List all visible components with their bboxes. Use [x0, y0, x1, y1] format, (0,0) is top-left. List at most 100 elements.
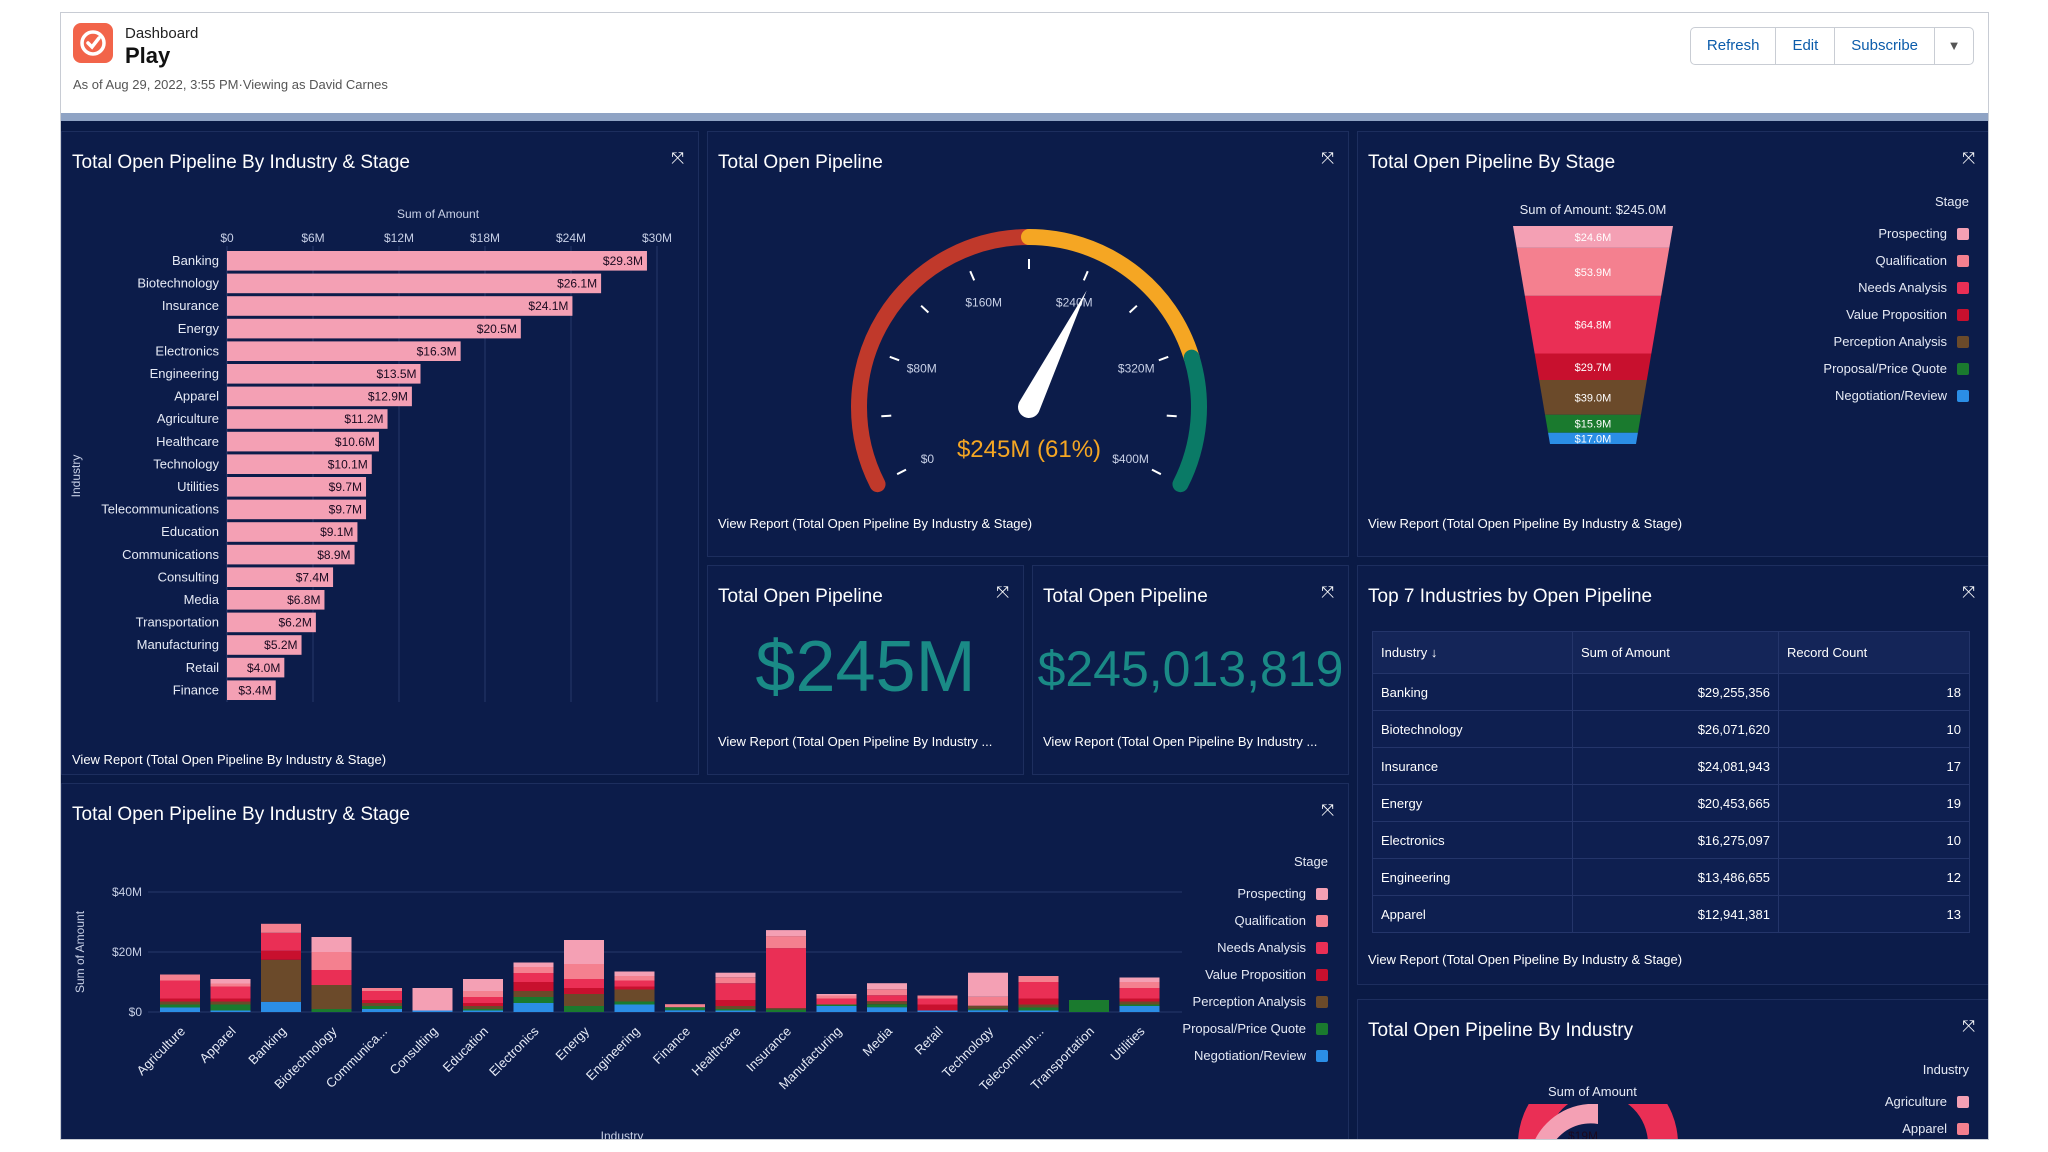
column-segment[interactable] — [968, 1005, 1008, 1009]
bar[interactable] — [227, 273, 602, 294]
table-row[interactable]: Biotechnology $26,071,620 10 — [1372, 710, 1970, 748]
column-segment[interactable] — [564, 994, 604, 1006]
column-segment[interactable] — [311, 1009, 352, 1012]
column-segment[interactable] — [412, 988, 453, 1011]
table-row[interactable]: Energy $20,453,665 19 — [1372, 784, 1970, 822]
column-segment[interactable] — [463, 1010, 503, 1013]
column-segment[interactable] — [160, 974, 200, 981]
legend-item[interactable]: Negotiation/Review — [1739, 382, 1969, 409]
column-segment[interactable] — [867, 1001, 907, 1005]
view-report-link[interactable]: View Report (Total Open Pipeline By Indu… — [1368, 516, 1683, 531]
column-segment[interactable] — [412, 1010, 453, 1013]
column-segment[interactable] — [614, 1001, 655, 1005]
legend-item[interactable]: Perception Analysis — [1068, 988, 1328, 1015]
funnel-segment[interactable] — [1539, 379, 1647, 415]
column-segment[interactable] — [665, 1004, 705, 1008]
column-segment[interactable] — [614, 989, 655, 1002]
column-segment[interactable] — [917, 1010, 958, 1013]
legend-item[interactable]: Agriculture — [1769, 1088, 1969, 1115]
bar[interactable] — [227, 364, 421, 384]
column-segment[interactable] — [160, 998, 200, 1002]
column-segment[interactable] — [311, 985, 352, 1009]
column-segment[interactable] — [715, 1000, 756, 1006]
legend-item[interactable]: Negotiation/Review — [1068, 1042, 1328, 1069]
column-segment[interactable] — [1119, 998, 1160, 1002]
column-segment[interactable] — [513, 991, 554, 997]
legend-item[interactable]: Apparel — [1769, 1115, 1969, 1139]
column-segment[interactable] — [766, 936, 806, 949]
column-segment[interactable] — [766, 948, 806, 1009]
view-report-link[interactable]: View Report (Total Open Pipeline By Indu… — [1368, 952, 1683, 967]
funnel-segment[interactable] — [1516, 247, 1670, 296]
bar[interactable] — [227, 499, 367, 520]
column-segment[interactable] — [917, 998, 958, 1005]
column-segment[interactable] — [311, 952, 352, 970]
column-header-record-count[interactable]: Record Count — [1778, 631, 1970, 674]
legend-item[interactable]: Prospecting — [1739, 220, 1969, 247]
funnel-segment[interactable] — [1524, 295, 1662, 354]
column-segment[interactable] — [1119, 977, 1160, 983]
column-segment[interactable] — [816, 998, 857, 1005]
column-segment[interactable] — [614, 980, 655, 987]
column-segment[interactable] — [513, 1003, 554, 1012]
column-segment[interactable] — [261, 923, 301, 933]
legend-item[interactable]: Needs Analysis — [1739, 274, 1969, 301]
column-segment[interactable] — [210, 1010, 251, 1013]
bar[interactable] — [227, 567, 334, 587]
column-segment[interactable] — [715, 1006, 756, 1009]
column-segment[interactable] — [564, 979, 604, 988]
column-segment[interactable] — [1119, 988, 1160, 999]
column-segment[interactable] — [261, 1001, 301, 1012]
table-row[interactable]: Engineering $13,486,655 12 — [1372, 858, 1970, 896]
expand-icon[interactable]: ⤧ — [1321, 802, 1334, 819]
column-segment[interactable] — [1018, 1010, 1059, 1013]
column-segment[interactable] — [160, 1001, 200, 1005]
view-report-link[interactable]: View Report (Total Open Pipeline By Indu… — [72, 752, 387, 767]
column-segment[interactable] — [513, 973, 554, 982]
column-segment[interactable] — [1119, 1004, 1160, 1007]
column-segment[interactable] — [968, 996, 1008, 1006]
column-segment[interactable] — [261, 950, 301, 960]
column-segment[interactable] — [665, 1007, 705, 1011]
table-row[interactable]: Banking $29,255,356 18 — [1372, 673, 1970, 711]
column-segment[interactable] — [917, 995, 958, 999]
column-segment[interactable] — [564, 940, 604, 964]
legend-item[interactable]: Proposal/Price Quote — [1068, 1015, 1328, 1042]
legend-item[interactable]: Perception Analysis — [1739, 328, 1969, 355]
table-row[interactable]: Apparel $12,941,381 13 — [1372, 895, 1970, 933]
column-segment[interactable] — [513, 962, 554, 968]
expand-icon[interactable]: ⤧ — [1962, 1018, 1975, 1035]
column-segment[interactable] — [1018, 982, 1059, 999]
column-segment[interactable] — [463, 1009, 503, 1011]
column-segment[interactable] — [968, 1010, 1008, 1012]
column-segment[interactable] — [715, 1010, 756, 1013]
column-segment[interactable] — [261, 959, 301, 1002]
column-segment[interactable] — [816, 1006, 857, 1012]
funnel-segment[interactable] — [1545, 414, 1641, 433]
expand-icon[interactable]: ⤧ — [1321, 584, 1334, 601]
column-segment[interactable] — [614, 1004, 655, 1013]
column-segment[interactable] — [564, 964, 604, 979]
expand-icon[interactable]: ⤧ — [1962, 150, 1975, 167]
expand-icon[interactable]: ⤧ — [1321, 150, 1334, 167]
column-segment[interactable] — [1069, 1000, 1109, 1012]
column-segment[interactable] — [614, 986, 655, 990]
bar[interactable] — [227, 318, 521, 339]
legend-item[interactable]: Qualification — [1068, 907, 1328, 934]
legend-item[interactable]: Needs Analysis — [1068, 934, 1328, 961]
column-segment[interactable] — [1119, 1001, 1160, 1005]
column-segment[interactable] — [564, 988, 604, 994]
bar[interactable] — [227, 680, 276, 700]
column-segment[interactable] — [463, 991, 503, 997]
bar[interactable] — [227, 386, 412, 407]
column-segment[interactable] — [362, 1009, 402, 1012]
column-segment[interactable] — [210, 979, 251, 984]
column-segment[interactable] — [362, 991, 402, 1000]
refresh-button[interactable]: Refresh — [1691, 28, 1777, 64]
column-segment[interactable] — [867, 995, 907, 1002]
column-segment[interactable] — [614, 976, 655, 981]
column-segment[interactable] — [715, 983, 756, 1000]
column-header-sum-of-amount[interactable]: Sum of Amount — [1572, 631, 1779, 674]
bar[interactable] — [227, 635, 302, 655]
column-segment[interactable] — [210, 986, 251, 999]
